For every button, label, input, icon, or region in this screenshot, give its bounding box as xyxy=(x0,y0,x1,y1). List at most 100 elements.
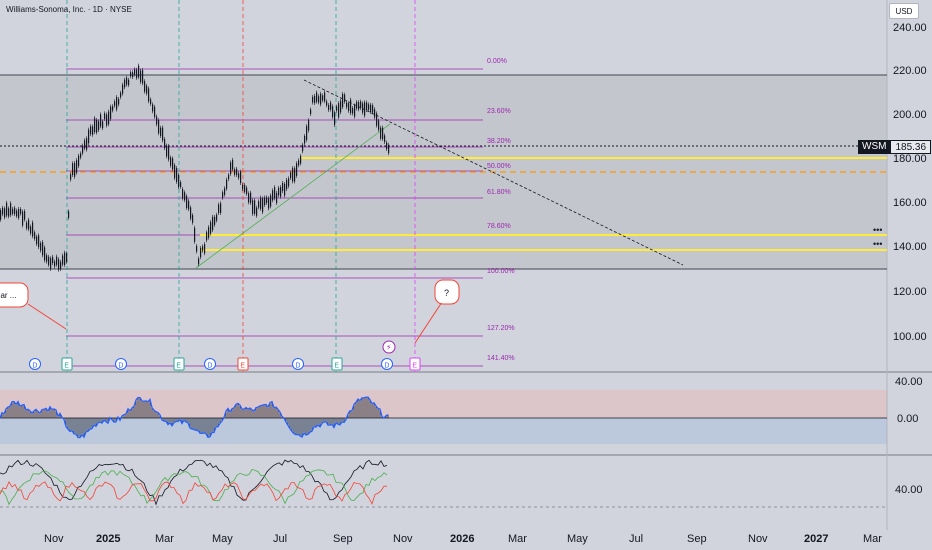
price-candle xyxy=(144,81,146,92)
price-candle xyxy=(240,171,242,184)
price-candle xyxy=(372,105,374,113)
downtrend-line[interactable] xyxy=(303,79,684,266)
ticker-price: 185.36 xyxy=(890,140,932,154)
osc2-axis[interactable]: 40.00 xyxy=(895,484,923,496)
time-label: May xyxy=(212,533,233,545)
osc2-line-green xyxy=(0,469,388,506)
price-candle xyxy=(202,246,204,251)
price-candle xyxy=(6,202,8,216)
oscillator-2[interactable] xyxy=(0,459,388,506)
price-candle xyxy=(284,184,286,196)
price-candle xyxy=(56,256,58,265)
callout-right[interactable]: ? xyxy=(414,279,460,344)
price-candles[interactable] xyxy=(0,63,390,272)
price-candle xyxy=(326,101,328,106)
currency-button[interactable]: USD xyxy=(889,3,919,19)
price-candle xyxy=(260,197,262,209)
event-marker-label: E xyxy=(240,363,245,370)
price-candle xyxy=(110,106,112,119)
price-candle xyxy=(246,187,248,194)
price-candle xyxy=(234,169,236,175)
price-candle xyxy=(204,244,206,254)
more-dots-1[interactable]: ••• xyxy=(873,225,882,235)
price-candle xyxy=(384,135,386,142)
price-candle xyxy=(76,160,78,173)
price-candle xyxy=(156,116,158,125)
price-candle xyxy=(84,140,86,149)
price-candle xyxy=(278,187,280,196)
price-candle xyxy=(160,127,162,136)
price-axis[interactable]: 240.00 220.00 200.00 180.00 160.00 140.0… xyxy=(893,22,927,343)
price-candle xyxy=(322,95,324,101)
price-candle xyxy=(94,118,96,133)
price-candle xyxy=(342,93,344,108)
osc2-label-40: 40.00 xyxy=(895,484,923,496)
price-candle xyxy=(242,184,244,190)
price-candle xyxy=(318,96,320,103)
osc1-axis[interactable]: 40.00 0.00 xyxy=(895,376,923,425)
price-candle xyxy=(108,111,110,125)
price-candle xyxy=(346,102,348,108)
dividend-marker xyxy=(29,358,41,370)
lightning-icon[interactable]: ⚡ xyxy=(382,340,396,354)
price-candle xyxy=(46,255,48,262)
price-candle xyxy=(250,192,252,203)
price-candle xyxy=(28,219,30,230)
price-candle xyxy=(276,192,278,204)
fib-label-61: 61.80% xyxy=(487,189,511,196)
dividend-marker xyxy=(292,358,304,370)
price-candle xyxy=(22,211,24,226)
price-candle xyxy=(18,209,20,218)
price-candle xyxy=(194,227,196,242)
price-candle xyxy=(352,108,354,114)
price-label-180: 180.00 xyxy=(893,153,927,165)
price-candle xyxy=(376,113,378,126)
price-candle xyxy=(38,235,40,248)
price-candle xyxy=(196,246,198,252)
price-candle xyxy=(262,198,264,213)
price-candle xyxy=(128,79,130,86)
price-candle xyxy=(40,243,42,251)
price-candle xyxy=(222,192,224,198)
fib-label-23: 23.60% xyxy=(487,108,511,115)
price-candle xyxy=(214,216,216,225)
price-candle xyxy=(172,158,174,170)
osc2-line-black xyxy=(0,459,388,506)
price-candle xyxy=(274,187,276,199)
price-candle xyxy=(266,197,268,203)
earnings-marker xyxy=(173,357,185,371)
price-candle xyxy=(302,144,304,152)
price-candle xyxy=(0,210,2,220)
more-dots-2[interactable]: ••• xyxy=(873,239,882,249)
event-marker-label: E xyxy=(64,363,69,370)
price-label-160: 160.00 xyxy=(893,197,927,209)
time-axis[interactable]: Nov 2025 Mar May Jul Sep Nov 2026 Mar Ma… xyxy=(44,533,882,545)
oscillator-1[interactable] xyxy=(0,396,389,439)
price-candle xyxy=(42,242,44,256)
price-label-240: 240.00 xyxy=(893,22,927,34)
time-label: Jul xyxy=(629,533,643,545)
uptrend-line[interactable] xyxy=(195,123,391,269)
price-candle xyxy=(150,99,152,105)
price-label-120: 120.00 xyxy=(893,286,927,298)
price-candle xyxy=(348,103,350,111)
price-candle xyxy=(114,101,116,106)
osc1-line xyxy=(0,396,389,439)
price-candle xyxy=(100,114,102,127)
price-candle xyxy=(208,227,210,238)
price-candle xyxy=(378,120,380,130)
price-candle xyxy=(68,211,70,218)
price-candle xyxy=(198,258,200,265)
price-candle xyxy=(176,168,178,182)
event-marker-label: E xyxy=(412,363,417,370)
callout-left[interactable]: ear ... xyxy=(0,282,67,330)
price-candle xyxy=(8,208,10,217)
chart-title: Williams-Sonoma, Inc. · 1D · NYSE xyxy=(6,5,132,14)
price-candle xyxy=(14,207,16,215)
time-label: Sep xyxy=(687,533,707,545)
price-candle xyxy=(354,105,356,117)
price-candle xyxy=(360,101,362,109)
price-candle xyxy=(86,138,88,150)
